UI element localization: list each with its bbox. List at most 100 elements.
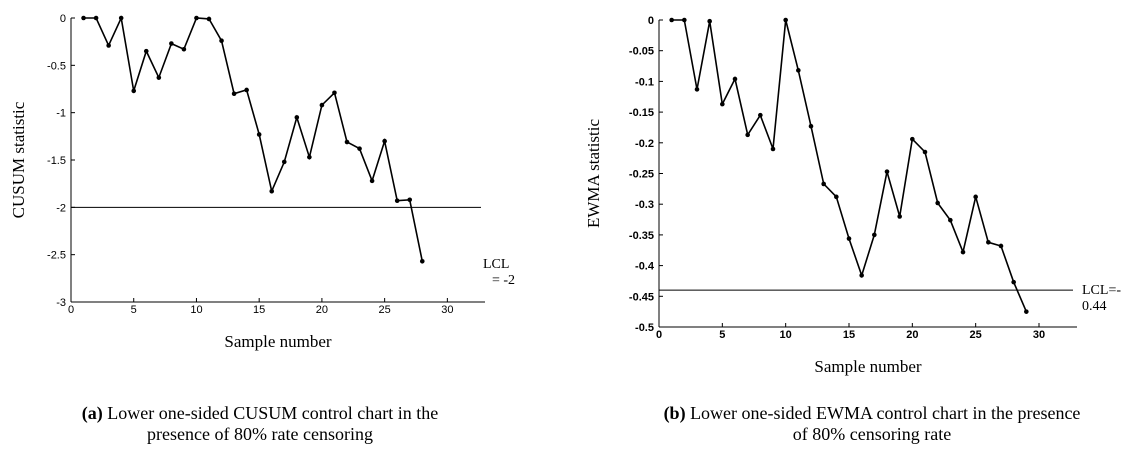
- data-point: [707, 18, 712, 24]
- x-axis-label: Sample number: [814, 357, 922, 376]
- y-tick-label: -0.1: [635, 76, 654, 88]
- data-point: [935, 200, 940, 206]
- lcl-label-line1: LCL: [483, 257, 509, 272]
- caption-b-letter: (b): [663, 403, 686, 423]
- data-point: [796, 68, 801, 73]
- data-point: [783, 17, 788, 23]
- y-tick-label: -0.3: [635, 199, 654, 211]
- data-point: [206, 16, 212, 22]
- y-tick-label: -0.15: [629, 107, 654, 119]
- data-point: [960, 249, 966, 255]
- data-point: [407, 197, 413, 203]
- x-tick-label: 5: [131, 304, 137, 316]
- y-tick-label: -1: [56, 108, 66, 120]
- data-point: [834, 194, 839, 200]
- y-tick-label: 0: [60, 13, 66, 25]
- data-point: [369, 178, 375, 184]
- data-point: [307, 154, 312, 160]
- data-point: [910, 136, 915, 142]
- data-point: [382, 138, 387, 144]
- lcl-label-line2: = -2: [492, 273, 515, 288]
- y-tick-label: -0.45: [629, 291, 654, 303]
- ewma-chart: 0 5 10 15 20 25 30 0 -0.05 -0.1 -0.15 -0.2 -0.25 -0.3…: [584, 15, 1121, 376]
- x-tick-label: 5: [719, 329, 725, 341]
- data-point: [156, 75, 162, 80]
- data-point: [281, 159, 287, 165]
- data-point: [319, 102, 325, 108]
- x-tick-label: 0: [68, 304, 74, 316]
- caption-b-line2: of 80% censoring rate: [792, 424, 952, 444]
- data-point: [973, 194, 978, 200]
- data-point: [81, 15, 86, 21]
- y-tick-label: -0.5: [635, 322, 654, 334]
- y-axis-label: CUSUM statistic: [9, 101, 28, 218]
- y-tick-label: -0.05: [629, 46, 654, 58]
- data-point: [758, 112, 763, 118]
- y-tick-label: -0.5: [47, 60, 66, 72]
- x-axis-label: Sample number: [224, 332, 332, 351]
- cusum-chart: 0 5 10 15 20 25 30 0 -0.5 -1 -1.5 -2 -2.5 -3 LCL= -2 Sa…: [9, 13, 515, 351]
- data-point: [884, 169, 890, 174]
- data-point: [256, 132, 262, 137]
- series-line: [83, 15, 424, 262]
- caption-b-line1: Lower one-sided EWMA control chart in th…: [690, 403, 1081, 423]
- lcl-label-line2: 0.44: [1082, 299, 1107, 314]
- data-point: [732, 76, 738, 82]
- x-tick-label: 0: [656, 329, 662, 341]
- data-point: [922, 149, 928, 155]
- x-tick-label: 20: [316, 304, 328, 316]
- caption-a-line2: presence of 80% rate censoring: [147, 424, 373, 444]
- y-tick-label: 0: [648, 15, 654, 27]
- data-point: [682, 17, 687, 23]
- y-axis-label: EWMA statistic: [584, 119, 603, 229]
- x-tick-label: 25: [379, 304, 391, 316]
- data-point: [332, 90, 337, 96]
- data-point: [394, 198, 400, 204]
- data-point: [1024, 309, 1029, 314]
- y-tick-label: -0.2: [635, 138, 654, 150]
- data-point: [872, 232, 877, 238]
- data-point: [948, 217, 953, 223]
- data-point: [219, 38, 224, 44]
- data-point: [118, 15, 124, 21]
- data-point: [998, 243, 1004, 249]
- x-tick-label: 25: [970, 329, 982, 341]
- data-point: [194, 15, 199, 21]
- data-point: [294, 115, 300, 120]
- data-point: [1011, 279, 1016, 285]
- data-point: [986, 239, 991, 245]
- data-point: [669, 17, 674, 23]
- y-tick-label: -3: [56, 297, 66, 309]
- data-point: [143, 48, 149, 54]
- caption-a-letter: (a): [81, 403, 103, 423]
- x-tick-label: 30: [441, 304, 453, 316]
- caption-b: (b) Lower one-sided EWMA control chart i…: [600, 403, 1144, 445]
- x-tick-label: 15: [843, 329, 855, 341]
- data-point: [808, 123, 814, 129]
- series-line: [671, 19, 1028, 312]
- y-tick-label: -0.35: [629, 230, 654, 242]
- lcl-label-line1: LCL=-: [1082, 283, 1121, 298]
- data-point: [131, 88, 137, 94]
- data-point: [859, 273, 864, 278]
- data-point: [357, 146, 362, 151]
- y-tick-label: -2: [56, 202, 66, 214]
- data-point: [344, 139, 350, 145]
- y-tick-label: -0.4: [635, 261, 655, 273]
- data-point: [231, 91, 237, 97]
- data-point: [720, 101, 725, 107]
- data-point: [694, 87, 700, 92]
- data-point: [169, 41, 174, 46]
- data-point: [93, 15, 99, 21]
- y-tick-label: -1.5: [47, 155, 66, 167]
- data-point: [745, 132, 750, 138]
- data-point: [897, 214, 902, 219]
- caption-a-line1: Lower one-sided CUSUM control chart in t…: [107, 403, 439, 423]
- data-point: [846, 236, 852, 241]
- y-tick-label: -0.25: [629, 169, 654, 181]
- data-point: [244, 87, 249, 93]
- data-point: [181, 46, 187, 52]
- data-point: [821, 181, 826, 187]
- y-tick-label: -2.5: [47, 250, 66, 262]
- data-point: [269, 188, 275, 194]
